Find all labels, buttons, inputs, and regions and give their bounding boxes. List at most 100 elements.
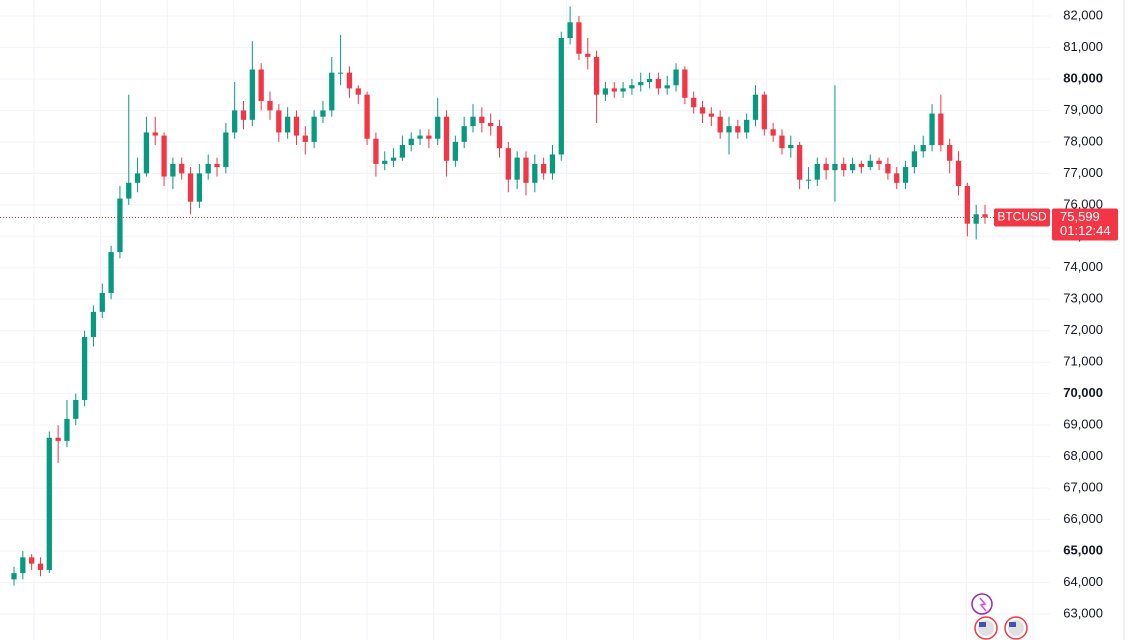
candle-body xyxy=(64,418,70,441)
candle-body xyxy=(885,163,891,174)
candle-body xyxy=(558,38,564,155)
candle-body xyxy=(691,97,697,108)
candle-body xyxy=(267,100,273,111)
y-tick-label: 69,000 xyxy=(1063,417,1103,432)
candle-body xyxy=(920,145,926,152)
candle-body xyxy=(638,82,644,86)
y-tick-label: 74,000 xyxy=(1063,259,1103,274)
candle-body xyxy=(108,252,114,293)
candle-body xyxy=(982,214,988,218)
candle-body xyxy=(849,163,856,171)
candle-body xyxy=(770,129,776,136)
y-tick-label: 76,000 xyxy=(1063,196,1103,211)
candle-body xyxy=(726,126,732,133)
y-tick-label: 67,000 xyxy=(1063,480,1103,495)
candle-body xyxy=(735,126,741,133)
candle-body xyxy=(11,573,17,580)
y-tick-label: 78,000 xyxy=(1063,133,1103,148)
candle-body xyxy=(284,116,291,133)
candle-body xyxy=(699,107,706,114)
y-tick-label: 73,000 xyxy=(1063,291,1103,306)
candle-body xyxy=(390,157,397,161)
candle-body xyxy=(929,113,935,146)
candle-body xyxy=(876,160,882,164)
candle-body xyxy=(223,132,229,168)
candle-body xyxy=(258,69,264,101)
candle-body xyxy=(646,78,653,83)
candle-body xyxy=(532,163,538,183)
y-tick-label: 66,000 xyxy=(1063,511,1103,526)
grid xyxy=(0,0,1050,640)
candle-body xyxy=(214,163,220,168)
candle-body xyxy=(435,116,441,139)
candle-body xyxy=(938,113,944,146)
candle-body xyxy=(399,145,406,158)
candle-body xyxy=(302,135,308,142)
candle-body xyxy=(805,179,812,181)
candle-body xyxy=(134,173,141,183)
candle-body xyxy=(20,557,26,574)
candle-body xyxy=(841,163,847,171)
candle-body xyxy=(355,88,361,95)
y-tick-label: 68,000 xyxy=(1063,448,1103,463)
candle-body xyxy=(567,22,573,39)
y-tick-label: 80,000 xyxy=(1063,70,1103,85)
candle-body xyxy=(187,173,194,202)
candle-body xyxy=(902,167,909,183)
candle-body xyxy=(858,163,865,168)
candle-body xyxy=(452,141,459,161)
candle-body xyxy=(161,135,167,177)
candle-body xyxy=(364,94,370,139)
candle-body xyxy=(126,182,132,199)
candle-body xyxy=(426,135,432,139)
candle-body xyxy=(496,126,503,149)
y-tick-label: 65,000 xyxy=(1063,542,1103,557)
candle-body xyxy=(593,56,600,95)
candle-body xyxy=(620,88,626,92)
candle-body xyxy=(46,437,52,570)
candle-body xyxy=(964,185,970,224)
candle-body xyxy=(55,437,61,441)
candle-body xyxy=(81,337,88,400)
candle-body xyxy=(461,126,467,142)
candle-body xyxy=(382,160,388,164)
candle-body xyxy=(549,154,556,174)
candle-body xyxy=(576,22,582,54)
candle-body xyxy=(779,135,785,149)
y-tick-label: 77,000 xyxy=(1063,165,1103,180)
candle-body xyxy=(293,116,300,136)
candle-body xyxy=(629,85,635,89)
price-label: 75,599 xyxy=(1060,209,1100,224)
candle-body xyxy=(761,94,767,130)
candle-body xyxy=(408,138,414,146)
candle-body xyxy=(320,110,326,117)
candle-body xyxy=(814,163,820,180)
symbol-label: BTCUSD xyxy=(997,210,1047,224)
candle-body xyxy=(911,151,918,168)
candle-body xyxy=(488,123,494,127)
candle-body xyxy=(947,145,953,161)
candle-body xyxy=(585,53,591,57)
candle-body xyxy=(682,69,688,98)
candle-body xyxy=(196,173,203,202)
symbol-box xyxy=(994,208,1050,227)
candle-body xyxy=(540,163,547,174)
candle-body xyxy=(276,110,282,133)
candle-body xyxy=(479,116,485,124)
candle-body xyxy=(249,69,255,120)
price-box xyxy=(1052,208,1118,241)
y-tick-label: 72,000 xyxy=(1063,322,1103,337)
candle-body xyxy=(417,135,423,139)
candle-body xyxy=(337,72,344,74)
candle-body xyxy=(788,145,794,149)
candle-body xyxy=(240,110,247,120)
candle-body xyxy=(505,148,511,180)
candle-body xyxy=(894,173,900,183)
candle-body xyxy=(796,145,803,180)
y-tick-label: 63,000 xyxy=(1063,605,1103,620)
y-tick-label: 70,000 xyxy=(1063,385,1103,400)
candle-body xyxy=(170,163,176,177)
candle-body xyxy=(179,163,185,174)
candle-body xyxy=(29,557,35,564)
